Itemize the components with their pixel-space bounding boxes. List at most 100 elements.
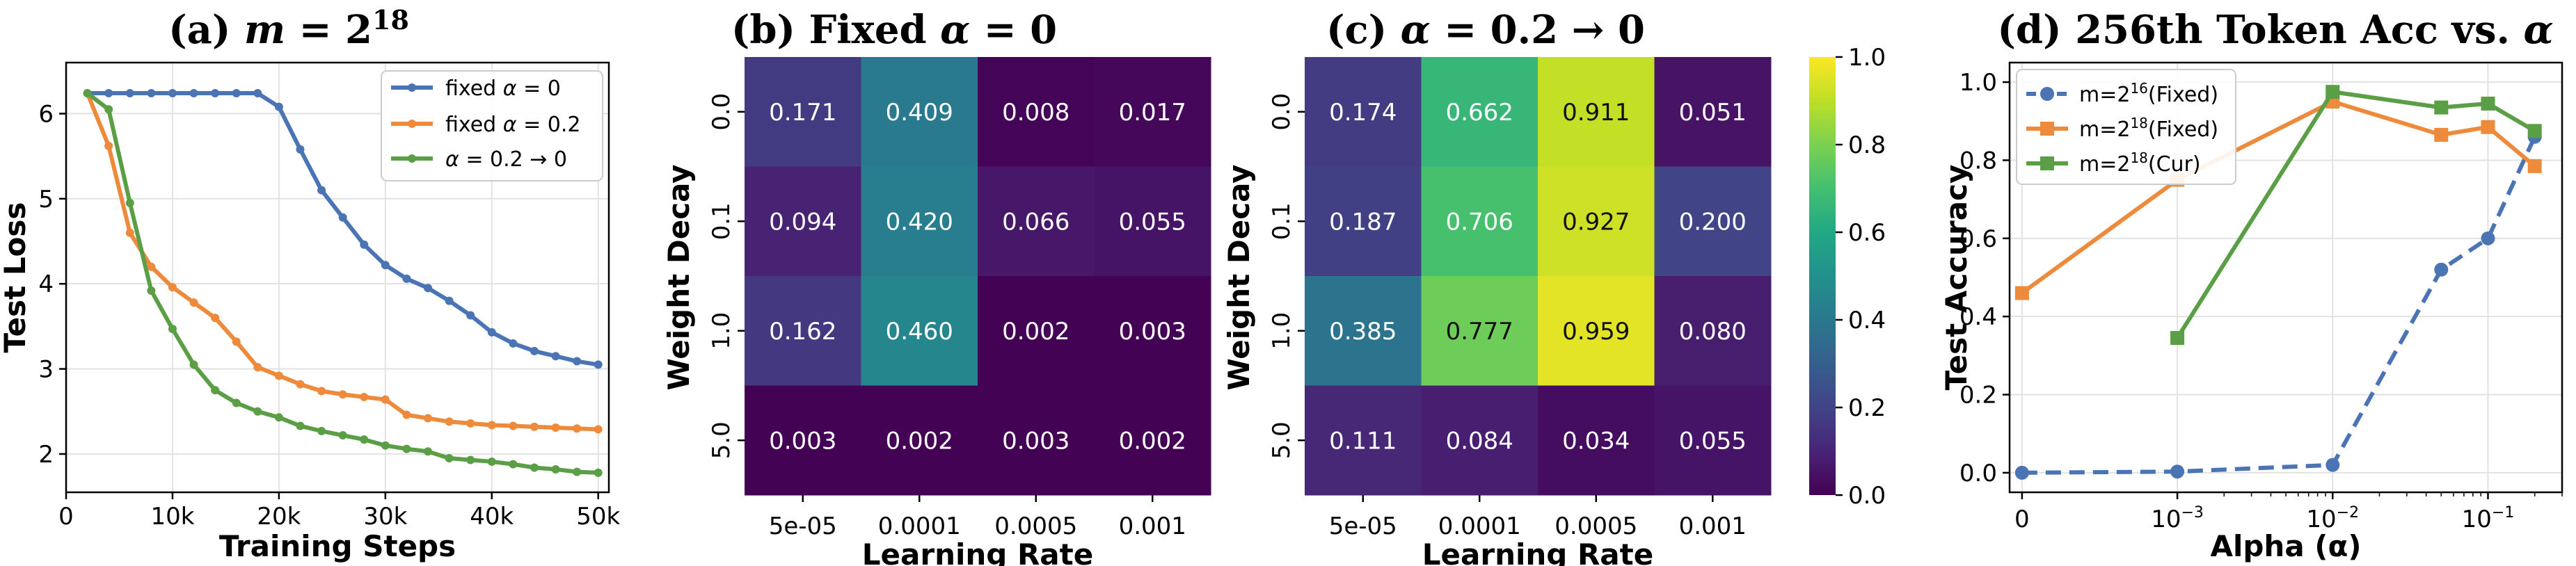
b-xtick-label: 5e-05 [769,512,837,540]
colorbar-tick-label: 0.2 [1848,394,1886,422]
a-series-point-2 [509,460,518,469]
b-ytick-label: 1.0 [708,312,736,350]
b-cell-label: 0.002 [1119,427,1186,455]
b-cell [978,385,1095,496]
c-xtick-label: 5e-05 [1329,512,1397,540]
b-cell [978,166,1095,277]
a-series-point-2 [253,407,262,416]
d-series-point-2 [2527,124,2542,138]
colorbar-tick-label: 0.4 [1848,307,1886,334]
b-xtick-label: 0.001 [1119,512,1186,540]
d-series-point-1 [2481,120,2495,134]
c-cell [1421,57,1539,167]
a-series-point-2 [530,463,539,472]
a-series-point-1 [381,395,390,404]
legend-label-m16-fixed: m=216(Fixed) [2079,80,2218,107]
c-cell-label: 0.959 [1562,318,1630,346]
a-series-point-1 [125,228,134,237]
panel-a-title: (a) m = 218 [168,4,409,53]
b-cell [745,385,861,496]
a-xtick-label: 50k [576,503,620,531]
c-cell [1654,276,1772,386]
a-series-point-0 [402,274,411,283]
a-ytick-label: 5 [38,186,54,213]
a-series-point-2 [445,454,454,463]
b-cell [978,57,1095,167]
b-cell-label: 0.055 [1119,208,1186,236]
panel-a-xlabel: Training Steps [219,529,456,563]
d-xtick-label: 0 [2014,506,2030,533]
b-cell [861,57,978,167]
legend-marker-fixed-alpha-0 [408,83,416,92]
b-cell [861,166,978,277]
legend-marker-m18-fixed [2040,122,2054,136]
d-series-point-0 [2481,231,2495,245]
a-series-point-2 [104,105,113,114]
a-series-point-1 [402,410,411,419]
legend-marker-fixed-alpha-0-2 [408,120,416,128]
a-series-point-0 [594,360,603,369]
a-series-point-2 [168,325,177,334]
a-xtick-label: 0 [58,503,74,531]
b-cell [978,276,1095,386]
colorbar-tick-label: 0.6 [1848,219,1886,247]
panel-c-heatmap-curriculum-alpha: (c) α = 0.2 → 0 0.174 0.662 0.911 0.051 0.18… [1222,7,1886,566]
a-series-point-1 [509,421,518,430]
legend-label-m18-fixed: m=218(Fixed) [2079,115,2218,142]
a-series-point-2 [296,421,305,430]
a-series-point-0 [551,352,560,361]
d-xtick-label: 10−3 [2151,504,2204,533]
a-series-point-1 [296,380,305,389]
b-cell-label: 0.003 [1119,318,1186,346]
b-ytick-label: 0.1 [708,202,736,240]
legend-label-fixed-alpha-0-2: fixed α = 0.2 [445,113,580,137]
a-series-point-1 [466,419,475,428]
a-series-point-1 [360,392,369,401]
panel-d-ylabel: Test Accuracy [1939,165,1973,391]
b-xtick-label: 0.0005 [994,512,1077,540]
b-cell-label: 0.171 [769,99,836,127]
b-cell-label: 0.017 [1119,99,1186,127]
c-cell-label: 0.927 [1562,208,1630,236]
a-series-point-2 [466,455,475,464]
colorbar-tick-label: 0.8 [1848,131,1886,159]
colorbar [1809,57,1836,495]
legend-label-fixed-alpha-0: fixed α = 0 [445,76,561,101]
panel-a-legend-box [381,70,603,181]
c-cell-label: 0.084 [1446,427,1513,455]
a-ytick-label: 6 [38,100,54,128]
a-series-point-2 [573,467,582,476]
b-cell [745,276,861,386]
b-cell-label: 0.162 [769,318,836,346]
a-series-point-0 [509,339,518,348]
d-xtick-label: 10−2 [2306,504,2359,533]
d-series-point-1 [2014,286,2029,300]
a-series-point-2 [211,386,220,395]
a-series-point-0 [445,296,454,305]
d-series-point-0 [2014,465,2029,480]
c-cell [1421,276,1539,386]
a-series-point-1 [338,390,347,399]
c-cell-label: 0.911 [1562,99,1630,127]
panel-a-axes-frame [65,61,610,494]
b-cell-label: 0.420 [886,208,953,236]
a-series-point-2 [232,398,241,407]
a-xtick-label: 10k [150,503,194,531]
a-series-point-2 [189,360,198,369]
a-series-point-2 [360,435,369,444]
a-series-point-1 [573,424,582,433]
a-series-point-0 [253,89,262,98]
a-series-point-1 [189,298,198,307]
c-cell-label: 0.385 [1329,318,1397,346]
a-series-point-0 [381,261,390,270]
a-series-point-2 [424,447,432,456]
c-cell [1654,57,1772,167]
b-cell-label: 0.409 [886,99,953,127]
a-series-point-0 [147,89,156,98]
a-xtick-label: 40k [470,503,514,531]
d-series-line-1 [2021,99,2536,295]
colorbar-tick-label: 1.0 [1848,44,1886,72]
d-ytick-label: 0.8 [1959,147,1997,175]
c-cell-label: 0.055 [1679,427,1747,455]
